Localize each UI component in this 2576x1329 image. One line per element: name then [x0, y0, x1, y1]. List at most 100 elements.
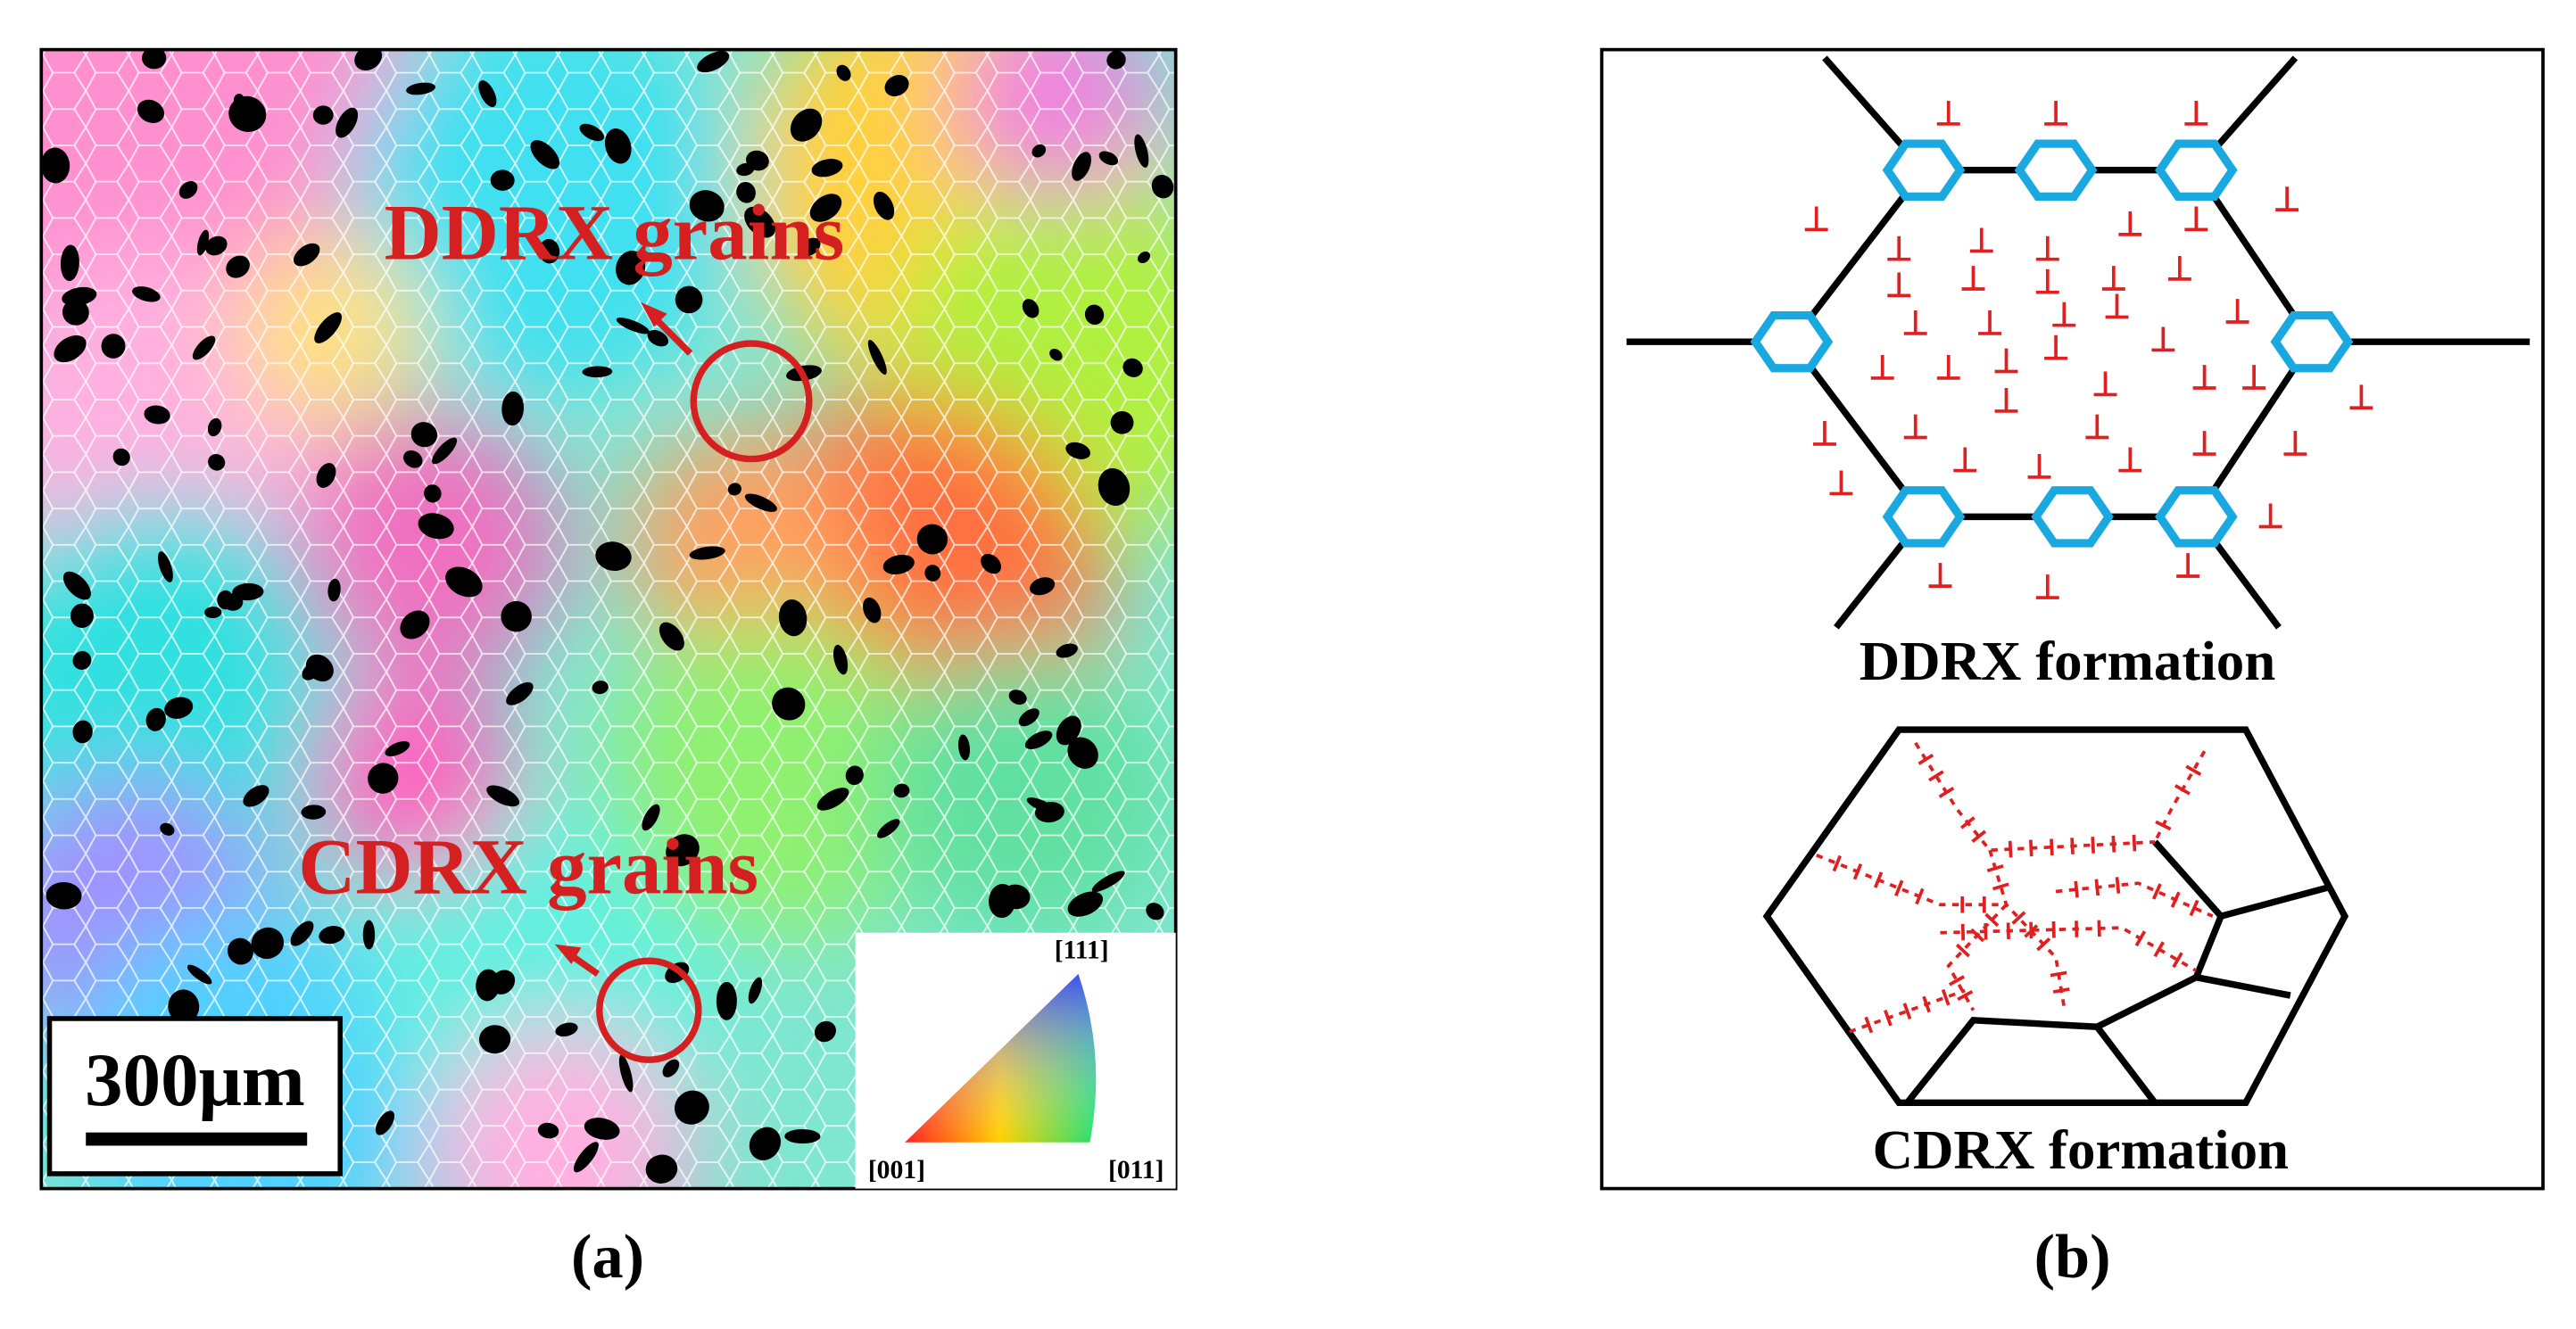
wall-tick	[2155, 820, 2172, 831]
dislocation	[1804, 206, 1828, 232]
pore	[160, 822, 175, 836]
pore	[642, 804, 660, 831]
nucleus	[2155, 139, 2238, 201]
pore	[301, 805, 327, 820]
pore	[1030, 577, 1056, 596]
pore	[616, 251, 646, 285]
pore	[579, 123, 604, 142]
pore	[403, 450, 423, 468]
wall-tick	[2132, 834, 2137, 852]
dislocation	[2275, 186, 2299, 211]
dislocation	[2184, 101, 2208, 126]
pore	[217, 590, 234, 610]
cdrx-grain	[1762, 726, 2349, 1107]
dislocation	[1994, 348, 2018, 374]
pore	[689, 546, 725, 560]
pore	[537, 1122, 559, 1139]
pore	[62, 299, 89, 326]
ipf-top: [111]	[1055, 937, 1109, 965]
wall-tick	[2028, 839, 2033, 857]
wall-tick	[1960, 923, 1966, 941]
wall-tick	[2172, 952, 2183, 969]
wall-tick	[1852, 863, 1863, 880]
pore	[716, 981, 737, 1020]
pores	[41, 49, 1174, 1184]
pore	[168, 989, 200, 1024]
wall-tick	[1992, 882, 2009, 891]
pore	[1138, 252, 1151, 264]
pore	[54, 334, 87, 363]
cdrx-title: CDRX formation	[1873, 1119, 2289, 1181]
pore	[884, 75, 909, 97]
wall-tick	[1864, 1016, 1874, 1034]
pore	[836, 64, 851, 81]
dislocation	[2052, 301, 2076, 327]
dislocation	[1961, 266, 1985, 291]
dislocation	[2085, 414, 2109, 440]
pore	[675, 1090, 709, 1125]
schematic-frame	[1600, 47, 2545, 1191]
pore	[60, 244, 79, 282]
wall-tick	[2008, 840, 2013, 858]
pore	[555, 1022, 578, 1037]
pore	[845, 765, 864, 786]
pore	[368, 763, 399, 794]
pore	[1091, 871, 1125, 893]
wall-tick	[1832, 854, 1842, 872]
pore	[981, 553, 1002, 574]
pore	[1072, 152, 1091, 181]
pore	[1065, 442, 1090, 459]
pore	[816, 788, 849, 811]
wall-tick	[2052, 987, 2070, 994]
wall-tick	[1938, 786, 1955, 798]
map-frame	[39, 47, 1178, 1191]
pore	[799, 237, 821, 257]
pore	[592, 681, 609, 695]
pore	[538, 239, 560, 264]
pore	[1049, 348, 1063, 361]
pore	[205, 235, 228, 256]
wall-tick	[2189, 899, 2199, 917]
wall-tick	[1986, 864, 2004, 873]
dislocation	[2176, 553, 2200, 578]
pore	[196, 229, 210, 256]
pore	[882, 554, 915, 574]
pore	[186, 964, 212, 985]
dislocation	[2192, 431, 2216, 456]
scale-bar	[86, 1132, 308, 1146]
pore	[873, 191, 895, 220]
dislocation	[2027, 454, 2051, 479]
pore	[784, 1129, 821, 1144]
dislocation	[2192, 365, 2216, 390]
pore	[490, 970, 516, 995]
pore	[809, 194, 842, 222]
pore	[689, 190, 725, 222]
ddrx-title: DDRX formation	[1860, 630, 2275, 692]
pore	[145, 707, 166, 731]
dislocation	[2167, 255, 2191, 281]
pore	[251, 927, 285, 960]
wall-tick	[1955, 943, 1970, 958]
pore	[312, 105, 334, 125]
wall-tick	[1984, 923, 1988, 940]
ddrx-label: DDRX grains	[385, 190, 845, 277]
dislocation	[1887, 272, 1911, 298]
pore	[675, 285, 703, 314]
wall-tick	[2036, 937, 2051, 952]
pore	[790, 108, 823, 142]
wall-tick	[2070, 838, 2075, 854]
pore	[204, 607, 222, 619]
pore	[1031, 144, 1047, 158]
dislocation	[1936, 355, 1960, 380]
dislocation	[1928, 563, 1952, 588]
pore	[506, 681, 534, 706]
pore	[1018, 708, 1040, 727]
nucleus	[1882, 139, 1966, 201]
pore	[957, 734, 970, 761]
pore	[478, 1025, 511, 1054]
ipf-triangle-shade	[905, 973, 1097, 1143]
wall-tick	[1984, 912, 2000, 928]
wall-tick	[2075, 920, 2079, 937]
ipf-right: [011]	[1108, 1156, 1164, 1185]
